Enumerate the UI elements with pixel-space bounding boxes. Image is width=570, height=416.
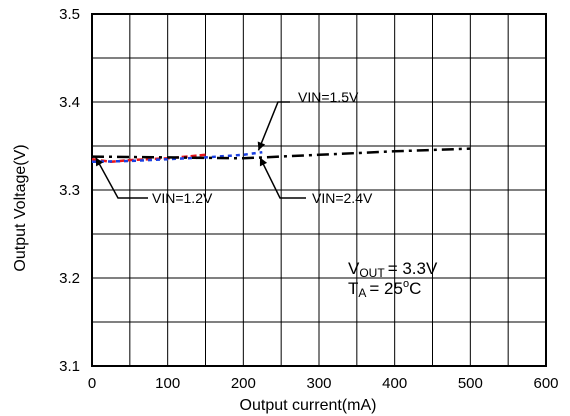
x-tick-labels: 0 100 200 300 400 500 600 [88, 375, 559, 392]
annotation-arrowhead [95, 157, 104, 167]
ta-condition: TA = 25oC [348, 278, 421, 300]
series-layer [91, 147, 471, 164]
annotation-leader [95, 157, 148, 199]
degree-superscript: o [403, 278, 409, 290]
annotation-label: VIN=2.4V [312, 190, 373, 206]
vout-subscript: OUT [359, 266, 385, 280]
y-tick-label: 3.5 [59, 6, 80, 23]
y-tick-label: 3.2 [59, 270, 80, 287]
x-tick-label: 300 [306, 375, 331, 392]
annotation-label: VIN=1.2V [152, 190, 213, 206]
y-tick-labels: 3.1 3.2 3.3 3.4 3.5 [59, 6, 80, 375]
x-tick-label: 400 [382, 375, 407, 392]
annotation-arrowhead [259, 157, 268, 167]
plot-frame [91, 13, 547, 367]
vout-condition: VOUT = 3.3V [348, 259, 438, 280]
x-tick-label: 600 [533, 375, 558, 392]
x-tick-label: 0 [88, 375, 96, 392]
ta-unit: C [409, 279, 421, 298]
annotation-leader [259, 157, 306, 199]
y-tick-label: 3.4 [59, 94, 80, 111]
y-axis-title: Output Voltage(V) [12, 144, 29, 271]
ta-symbol: T [348, 279, 358, 298]
x-axis-title: Output current(mA) [240, 397, 377, 414]
conditions-box: VOUT = 3.3V TA = 25oC [348, 259, 438, 300]
annotation-arrowhead [257, 141, 266, 151]
x-tick-label: 200 [231, 375, 256, 392]
ta-value: = 25 [369, 279, 403, 298]
vout-symbol: V [348, 259, 360, 278]
annotation-layer: VIN=1.5V VIN=1.2V VIN=2.4V [95, 89, 373, 206]
ta-subscript: A [358, 286, 366, 300]
x-tick-label: 100 [155, 375, 180, 392]
y-tick-label: 3.1 [59, 358, 80, 375]
annotation-label: VIN=1.5V [298, 89, 359, 105]
annotation-leader [257, 101, 290, 151]
y-tick-label: 3.3 [59, 182, 80, 199]
x-tick-label: 500 [458, 375, 483, 392]
vout-value: = 3.3V [388, 259, 438, 278]
series-line-vin-1-5v [91, 150, 263, 164]
grid [92, 14, 546, 366]
